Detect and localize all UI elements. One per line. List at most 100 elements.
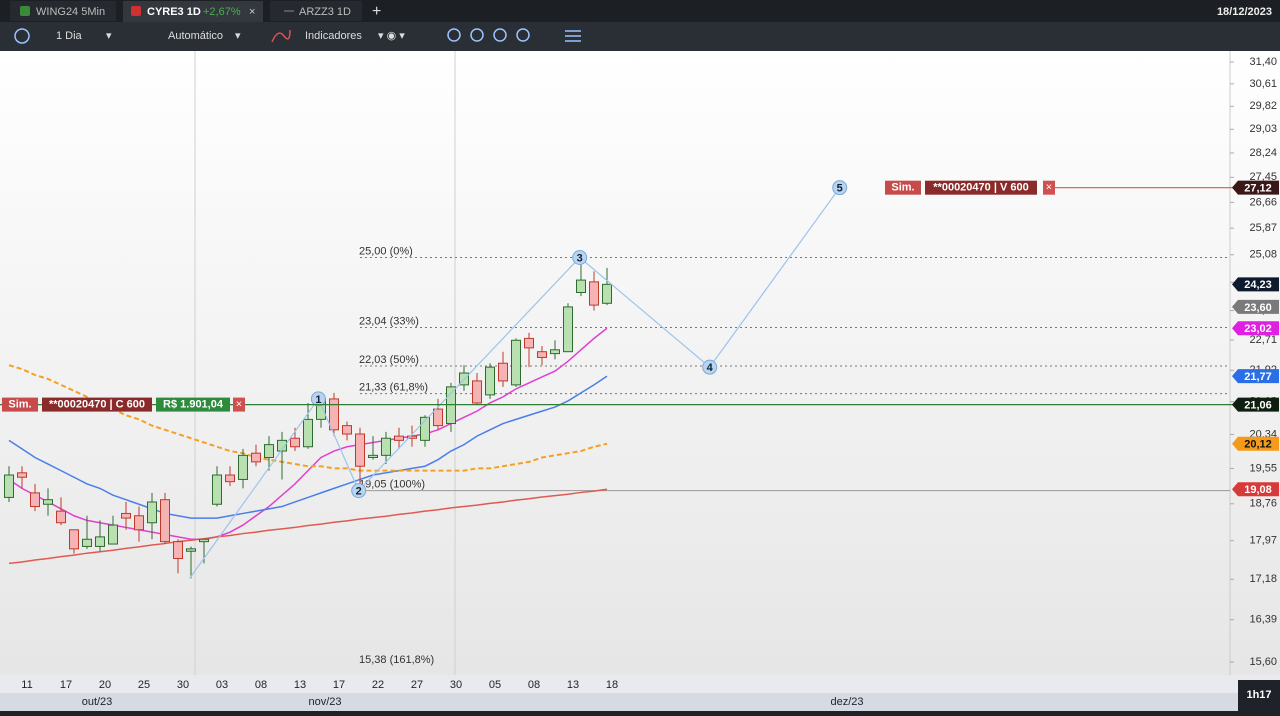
candle-body bbox=[472, 380, 482, 404]
dropdown[interactable]: ▾ ◉ ▾ bbox=[378, 30, 405, 42]
indicators[interactable]: Indicadores bbox=[305, 30, 362, 42]
tab-close[interactable]: × bbox=[249, 6, 255, 18]
indicator-icon[interactable] bbox=[271, 29, 291, 43]
candle-body bbox=[121, 512, 131, 519]
candle-body bbox=[95, 536, 105, 547]
y-tick-label: 15,60 bbox=[1249, 656, 1277, 668]
clock-icon[interactable] bbox=[14, 28, 30, 44]
x-tick-label: 03 bbox=[216, 679, 228, 691]
new-tab[interactable]: + bbox=[372, 3, 381, 20]
candle-body bbox=[17, 472, 27, 478]
price-badge-label: 21,06 bbox=[1244, 400, 1272, 412]
price-badge bbox=[1232, 180, 1279, 195]
chart-area bbox=[0, 51, 1280, 675]
moving-average bbox=[8, 375, 608, 519]
order-close-box bbox=[1043, 180, 1055, 195]
x-tick-label: 05 bbox=[489, 679, 501, 691]
y-tick-label: 18,76 bbox=[1249, 498, 1277, 510]
wave-label: 4 bbox=[707, 362, 714, 374]
candle-body bbox=[160, 499, 170, 543]
month-label: out/23 bbox=[82, 696, 113, 708]
date-axis bbox=[0, 675, 1280, 693]
order-close[interactable]: × bbox=[1046, 182, 1052, 194]
order-close-box bbox=[233, 397, 245, 412]
wave-point bbox=[832, 180, 848, 196]
zoom-out[interactable] bbox=[470, 28, 484, 42]
fib-label: 19,05 (100%) bbox=[359, 479, 425, 491]
candle-body bbox=[550, 349, 560, 355]
dropdown[interactable]: ▾ bbox=[106, 30, 112, 42]
timer-box bbox=[1238, 680, 1280, 711]
x-tick-label: 08 bbox=[255, 679, 267, 691]
candle-body bbox=[251, 452, 261, 463]
order-tag-box bbox=[2, 397, 38, 412]
candle-body bbox=[173, 541, 183, 560]
wave-line bbox=[189, 187, 841, 579]
price-badge bbox=[1232, 321, 1279, 336]
y-tick-label: 25,87 bbox=[1249, 222, 1277, 234]
price-badge bbox=[1232, 436, 1279, 451]
y-tick-label: 26,66 bbox=[1249, 196, 1277, 208]
candle-body bbox=[537, 351, 547, 358]
scale[interactable]: Automático bbox=[168, 30, 223, 42]
settings-icon[interactable] bbox=[565, 30, 581, 42]
candle-body bbox=[485, 366, 495, 396]
price-badge bbox=[1232, 397, 1279, 412]
tab-label: WING24 5Min bbox=[36, 6, 105, 18]
x-tick-label: 17 bbox=[60, 679, 72, 691]
fib-label: 15,38 (161,8%) bbox=[359, 654, 434, 666]
candle-body bbox=[225, 474, 235, 483]
candle-body bbox=[290, 437, 300, 448]
order-tag-box bbox=[885, 180, 921, 195]
candle-body bbox=[420, 416, 430, 441]
wave-point bbox=[702, 359, 718, 375]
candle-body bbox=[368, 454, 378, 459]
candle-body bbox=[446, 386, 456, 425]
order-close[interactable]: × bbox=[236, 399, 242, 411]
y-tick-label: 29,03 bbox=[1249, 123, 1277, 135]
y-tick-label: 29,82 bbox=[1249, 100, 1277, 112]
x-tick-label: 08 bbox=[528, 679, 540, 691]
candle-body bbox=[264, 444, 274, 459]
candle-body bbox=[186, 548, 196, 552]
candle-body bbox=[433, 408, 443, 427]
x-tick-label: 30 bbox=[450, 679, 462, 691]
toolbar bbox=[0, 22, 1280, 51]
price-badge bbox=[1232, 482, 1279, 497]
candle-body bbox=[407, 435, 417, 439]
candle-body bbox=[108, 524, 118, 545]
price-badge bbox=[1232, 277, 1279, 292]
interval[interactable]: 1 Dia bbox=[56, 30, 83, 42]
candle-body bbox=[524, 337, 534, 349]
tab-icon bbox=[131, 6, 141, 16]
dropdown[interactable]: ▾ bbox=[235, 30, 241, 42]
tab[interactable] bbox=[10, 1, 116, 21]
order-text: **00020470 | V 600 bbox=[933, 182, 1028, 194]
zoom-reset[interactable] bbox=[516, 28, 530, 42]
candle-body bbox=[303, 418, 313, 448]
candle-body bbox=[147, 501, 157, 524]
month-label: dez/23 bbox=[830, 696, 863, 708]
order-amount-box bbox=[156, 397, 230, 412]
candle-body bbox=[69, 529, 79, 550]
fib-label: 25,00 (0%) bbox=[359, 245, 413, 257]
candle-body bbox=[212, 474, 222, 505]
order-tag: Sim. bbox=[891, 182, 914, 194]
wave-point bbox=[572, 249, 588, 265]
zoom-fit[interactable] bbox=[493, 28, 507, 42]
candle-body bbox=[563, 306, 573, 353]
wave-label: 3 bbox=[577, 252, 583, 264]
tab-label: ARZZ3 1D bbox=[299, 6, 351, 18]
wave-point bbox=[310, 391, 326, 407]
order-text: **00020470 | C 600 bbox=[49, 399, 145, 411]
active-tab[interactable] bbox=[123, 1, 263, 22]
price-badge-label: 23,60 bbox=[1244, 302, 1272, 314]
candle-body bbox=[355, 433, 365, 467]
tab[interactable] bbox=[270, 1, 362, 21]
month-label: nov/23 bbox=[308, 696, 341, 708]
zoom-in[interactable] bbox=[447, 28, 461, 42]
candle-body bbox=[56, 510, 66, 524]
wave-point bbox=[351, 483, 367, 499]
order-box bbox=[42, 397, 152, 412]
